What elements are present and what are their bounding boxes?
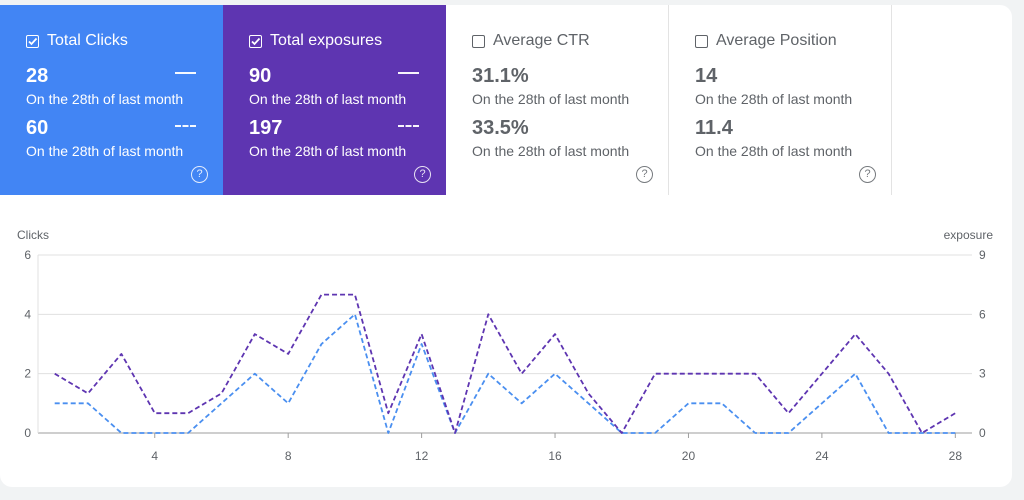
y-tick-right: 6 bbox=[979, 307, 986, 321]
metric-current-date: On the 28th of last month bbox=[249, 91, 407, 107]
metric-label: Total exposures bbox=[270, 32, 383, 49]
clicks-series-line bbox=[54, 313, 956, 434]
metric-tiles: Total Clicks 28 On the 28th of last mont… bbox=[0, 5, 892, 195]
help-icon[interactable]: ? bbox=[191, 166, 208, 183]
help-icon[interactable]: ? bbox=[414, 166, 431, 183]
metric-previous-value: 60 bbox=[26, 117, 49, 139]
metric-previous-value: 197 bbox=[249, 117, 283, 139]
metric-header[interactable]: Average Position bbox=[695, 32, 837, 50]
metric-previous-date: On the 28th of last month bbox=[695, 143, 853, 159]
right-axis-label: exposure bbox=[944, 228, 994, 242]
checkbox-unchecked-icon[interactable] bbox=[472, 34, 485, 48]
x-tick-label: 28 bbox=[949, 449, 963, 463]
grid-lines bbox=[37, 254, 972, 434]
checkbox-checked-icon[interactable] bbox=[249, 34, 262, 48]
x-tick-label: 24 bbox=[815, 449, 829, 463]
left-axis-label: Clicks bbox=[17, 228, 49, 242]
metric-current-date: On the 28th of last month bbox=[472, 91, 630, 107]
metric-tile-average-position[interactable]: Average Position 14 On the 28th of last … bbox=[669, 5, 892, 195]
y-tick-right: 9 bbox=[979, 248, 986, 262]
metric-header[interactable]: Average CTR bbox=[472, 32, 590, 50]
x-tick-label: 8 bbox=[285, 449, 292, 463]
metric-label: Total Clicks bbox=[47, 32, 128, 49]
y-tick-right: 3 bbox=[979, 367, 986, 381]
metric-current-date: On the 28th of last month bbox=[26, 91, 184, 107]
dashboard-card: Total Clicks 28 On the 28th of last mont… bbox=[0, 5, 1012, 487]
x-tick-label: 12 bbox=[415, 449, 429, 463]
y-tick-left: 0 bbox=[24, 426, 31, 440]
metric-previous-date: On the 28th of last month bbox=[249, 143, 407, 159]
metric-previous-value: 33.5% bbox=[472, 117, 529, 139]
checkbox-checked-icon[interactable] bbox=[26, 34, 39, 48]
help-icon[interactable]: ? bbox=[859, 166, 876, 183]
metric-current-value: 28 bbox=[26, 65, 49, 87]
x-tick-label: 20 bbox=[682, 449, 696, 463]
metric-current-value: 31.1% bbox=[472, 65, 529, 87]
solid-line-legend-icon bbox=[175, 72, 196, 74]
y-tick-left: 4 bbox=[24, 307, 31, 321]
metric-label: Average Position bbox=[716, 32, 837, 49]
y-tick-left: 6 bbox=[24, 248, 31, 262]
metric-previous-date: On the 28th of last month bbox=[472, 143, 630, 159]
metric-previous-value: 11.4 bbox=[695, 117, 733, 139]
dashed-line-legend-icon bbox=[398, 125, 419, 127]
metric-current-date: On the 28th of last month bbox=[695, 91, 853, 107]
checkbox-unchecked-icon[interactable] bbox=[695, 34, 708, 48]
x-tick-label: 16 bbox=[548, 449, 562, 463]
metric-tile-average-ctr[interactable]: Average CTR 31.1% On the 28th of last mo… bbox=[446, 5, 669, 195]
help-icon[interactable]: ? bbox=[636, 166, 653, 183]
metric-current-value: 90 bbox=[249, 65, 272, 87]
metric-current-value: 14 bbox=[695, 65, 718, 87]
metric-header[interactable]: Total exposures bbox=[249, 32, 382, 50]
metric-header[interactable]: Total Clicks bbox=[26, 32, 128, 50]
metric-tile-total-clicks[interactable]: Total Clicks 28 On the 28th of last mont… bbox=[0, 5, 223, 195]
solid-line-legend-icon bbox=[398, 72, 419, 74]
series-lines bbox=[54, 293, 956, 434]
metric-tile-total-exposures[interactable]: Total exposures 90 On the 28th of last m… bbox=[223, 5, 446, 195]
x-tick-label: 4 bbox=[151, 449, 158, 463]
y-tick-right: 0 bbox=[979, 426, 986, 440]
exposure-series-line bbox=[54, 293, 956, 434]
y-tick-left: 2 bbox=[24, 367, 31, 381]
metric-label: Average CTR bbox=[493, 32, 590, 49]
metric-previous-date: On the 28th of last month bbox=[26, 143, 184, 159]
dashed-line-legend-icon bbox=[175, 125, 196, 127]
